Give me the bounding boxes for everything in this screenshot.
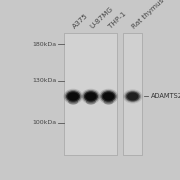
Text: 100kDa: 100kDa xyxy=(33,120,57,125)
Text: ADAMTS2: ADAMTS2 xyxy=(151,93,180,99)
Ellipse shape xyxy=(102,91,116,102)
Ellipse shape xyxy=(86,99,96,105)
Text: Rat thymus: Rat thymus xyxy=(131,0,166,30)
Ellipse shape xyxy=(64,89,83,104)
Ellipse shape xyxy=(68,99,78,105)
Ellipse shape xyxy=(85,92,97,101)
Bar xyxy=(123,33,143,155)
Ellipse shape xyxy=(99,89,118,104)
Ellipse shape xyxy=(66,91,80,102)
Ellipse shape xyxy=(127,93,138,100)
Text: 130kDa: 130kDa xyxy=(32,78,57,83)
Text: A375: A375 xyxy=(72,13,90,30)
Ellipse shape xyxy=(123,89,142,103)
Bar xyxy=(64,33,117,155)
Ellipse shape xyxy=(68,92,79,101)
Ellipse shape xyxy=(104,99,113,105)
Text: 180kDa: 180kDa xyxy=(33,42,57,47)
Ellipse shape xyxy=(124,91,141,102)
Ellipse shape xyxy=(65,90,82,103)
Ellipse shape xyxy=(126,91,140,102)
Ellipse shape xyxy=(100,90,117,103)
Text: THP-1: THP-1 xyxy=(107,11,127,30)
Ellipse shape xyxy=(81,89,101,104)
Ellipse shape xyxy=(103,92,114,101)
Ellipse shape xyxy=(82,90,99,103)
Text: U-87MG: U-87MG xyxy=(89,6,115,30)
Ellipse shape xyxy=(84,91,98,102)
